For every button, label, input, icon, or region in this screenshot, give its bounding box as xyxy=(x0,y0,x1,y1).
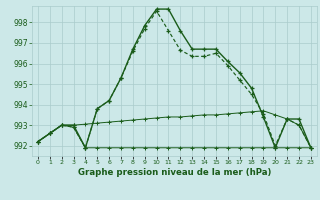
X-axis label: Graphe pression niveau de la mer (hPa): Graphe pression niveau de la mer (hPa) xyxy=(78,168,271,177)
